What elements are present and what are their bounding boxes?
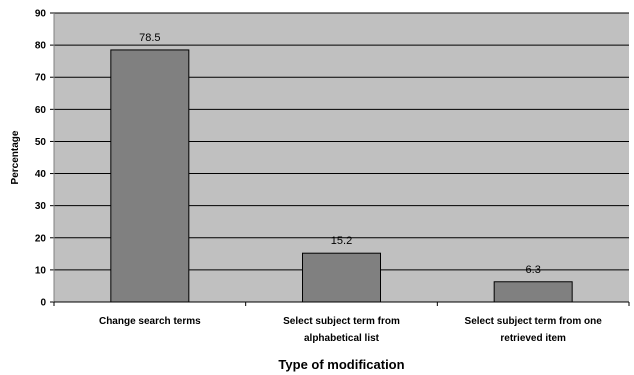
bar	[110, 49, 190, 303]
x-category-label: Select subject term from	[283, 316, 400, 327]
y-tick-label: 10	[35, 265, 47, 276]
y-tick-label: 80	[35, 41, 47, 52]
y-tick-label: 20	[35, 233, 47, 244]
y-tick-label: 70	[35, 73, 47, 84]
x-category-label: alphabetical list	[304, 333, 380, 344]
y-axis-title: Percentage	[10, 130, 21, 184]
bar	[302, 252, 381, 303]
x-category-label: Select subject term from one	[465, 316, 603, 327]
data-label: 15.2	[331, 235, 352, 247]
y-tick-label: 60	[35, 105, 47, 116]
data-label: 78.5	[139, 32, 160, 44]
bar	[493, 281, 573, 303]
y-tick-label: 30	[35, 201, 47, 212]
x-axis-title: Type of modification	[278, 357, 404, 372]
y-tick-label: 0	[40, 298, 46, 309]
x-category-label: retrieved item	[500, 333, 566, 344]
x-category-label: Change search terms	[99, 316, 201, 327]
y-tick-label: 90	[35, 9, 47, 20]
y-tick-label: 50	[35, 137, 47, 148]
data-label: 6.3	[526, 264, 541, 276]
y-tick-label: 40	[35, 169, 47, 180]
